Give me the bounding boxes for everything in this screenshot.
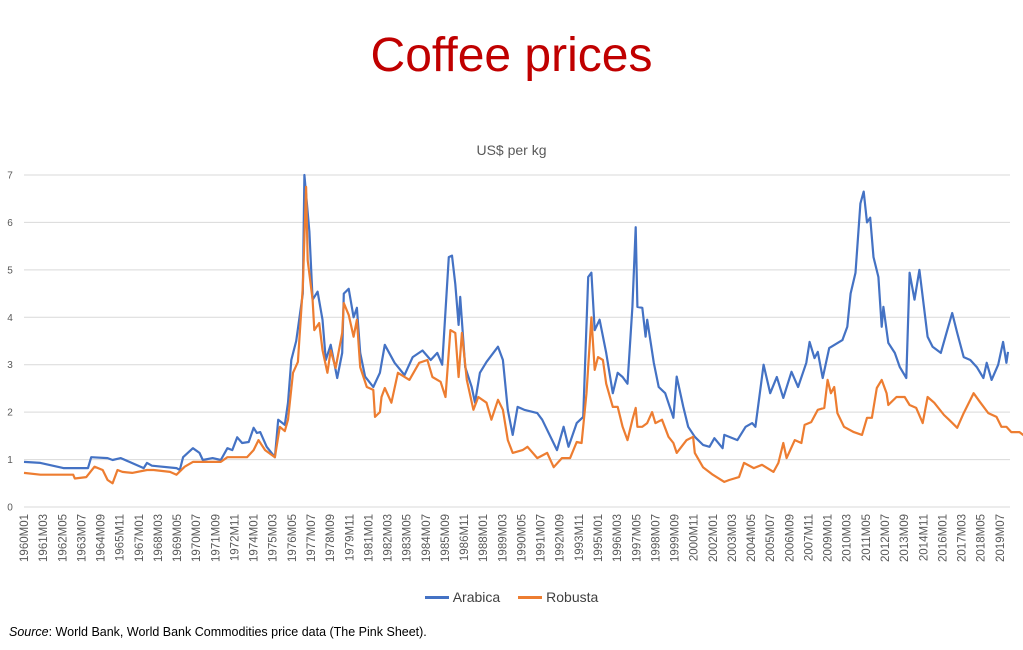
x-tick-label: 1969M05: [172, 514, 184, 562]
series-lines: [23, 173, 1023, 485]
x-tick-label: 1982M03: [383, 514, 395, 562]
x-tick-label: 1967M01: [134, 514, 146, 562]
x-tick-label: 1983M05: [402, 514, 414, 562]
x-tick-label: 1981M01: [363, 514, 375, 562]
legend-label-robusta: Robusta: [546, 589, 599, 605]
legend-label-arabica: Arabica: [452, 589, 501, 605]
x-tick-label: 2002M01: [708, 514, 720, 562]
y-tick-label: 2: [7, 408, 13, 419]
x-tick-label: 1998M07: [650, 514, 662, 562]
x-tick-label: 2000M11: [689, 514, 701, 561]
y-tick-label: 0: [7, 503, 13, 514]
x-tick-label: 1970M07: [191, 514, 203, 562]
x-tick-label: 2016M01: [937, 514, 949, 562]
x-tick-label: 1974M01: [249, 514, 261, 562]
x-tick-label: 1979M11: [344, 514, 356, 561]
x-tick-label: 1971M09: [210, 514, 222, 562]
y-axis-ticks: 0 1 2 3 4 5 6 7: [7, 171, 13, 514]
x-axis-ticks: 1960M01 1961M03 1962M05 1963M07 1964M09 1965M…: [19, 514, 1007, 562]
x-tick-label: 2012M07: [880, 514, 892, 562]
x-tick-label: 1986M11: [459, 514, 471, 561]
y-tick-label: 4: [7, 313, 13, 324]
y-tick-label: 3: [7, 360, 13, 371]
x-tick-label: 2009M01: [823, 514, 835, 562]
x-tick-label: 1997M05: [631, 514, 643, 562]
x-tick-label: 1985M09: [440, 514, 452, 562]
x-tick-label: 1975M03: [268, 514, 280, 562]
x-tick-label: 2017M03: [957, 514, 969, 562]
x-tick-label: 2018M05: [976, 514, 988, 562]
legend-swatch-robusta: [518, 595, 543, 599]
x-tick-label: 1993M11: [574, 514, 586, 561]
series-line-arabica: [23, 173, 1010, 472]
x-tick-label: 1988M01: [478, 514, 490, 562]
x-tick-label: 1964M09: [96, 514, 108, 562]
x-tick-label: 2005M07: [765, 514, 777, 562]
x-tick-label: 1960M01: [19, 514, 31, 562]
x-tick-label: 1978M09: [325, 514, 337, 562]
chart-subtitle: US$ per kg: [476, 142, 547, 158]
x-tick-label: 1963M07: [76, 514, 88, 562]
x-tick-label: 1996M03: [612, 514, 624, 562]
x-tick-label: 2003M03: [727, 514, 739, 562]
legend-item-arabica: Arabica: [424, 589, 501, 605]
legend-item-robusta: Robusta: [518, 589, 598, 605]
chart-title: Coffee prices: [370, 29, 653, 82]
x-tick-label: 1992M09: [555, 514, 567, 562]
y-tick-label: 5: [7, 265, 13, 276]
x-tick-label: 2013M09: [899, 514, 911, 562]
legend: Arabica Robusta: [0, 589, 1023, 605]
x-tick-label: 1962M05: [57, 514, 69, 562]
x-tick-label: 2011M05: [861, 514, 873, 561]
y-tick-label: 7: [7, 171, 13, 182]
y-tick-label: 1: [7, 455, 13, 466]
x-tick-label: 1976M05: [287, 514, 299, 562]
x-tick-label: 1991M07: [536, 514, 548, 562]
x-tick-label: 1961M03: [38, 514, 50, 562]
x-tick-label: 2019M07: [995, 514, 1007, 562]
x-tick-label: 1999M09: [670, 514, 682, 562]
x-tick-label: 2010M03: [842, 514, 854, 562]
x-tick-label: 2004M05: [746, 514, 758, 562]
x-tick-label: 1968M03: [153, 514, 165, 562]
x-tick-label: 2014M11: [918, 514, 930, 561]
series-line-robusta: [23, 185, 1023, 485]
x-tick-label: 2007M11: [803, 514, 815, 561]
x-tick-label: 2006M09: [784, 514, 796, 562]
x-tick-label: 1995M01: [593, 514, 605, 562]
x-tick-label: 1977M07: [306, 514, 318, 562]
gridlines: [24, 174, 1010, 508]
x-tick-label: 1990M05: [516, 514, 528, 562]
x-tick-label: 1965M11: [115, 514, 127, 561]
legend-swatch-arabica: [424, 595, 449, 599]
x-tick-label: 1972M11: [229, 514, 241, 561]
source-label: Source: [9, 625, 49, 639]
y-tick-label: 6: [7, 218, 13, 229]
source-text: : World Bank, World Bank Commodities pri…: [48, 625, 427, 639]
x-tick-label: 1989M03: [497, 514, 509, 562]
source-note: Source: World Bank, World Bank Commoditi…: [9, 625, 427, 639]
x-tick-label: 1984M07: [421, 514, 433, 562]
